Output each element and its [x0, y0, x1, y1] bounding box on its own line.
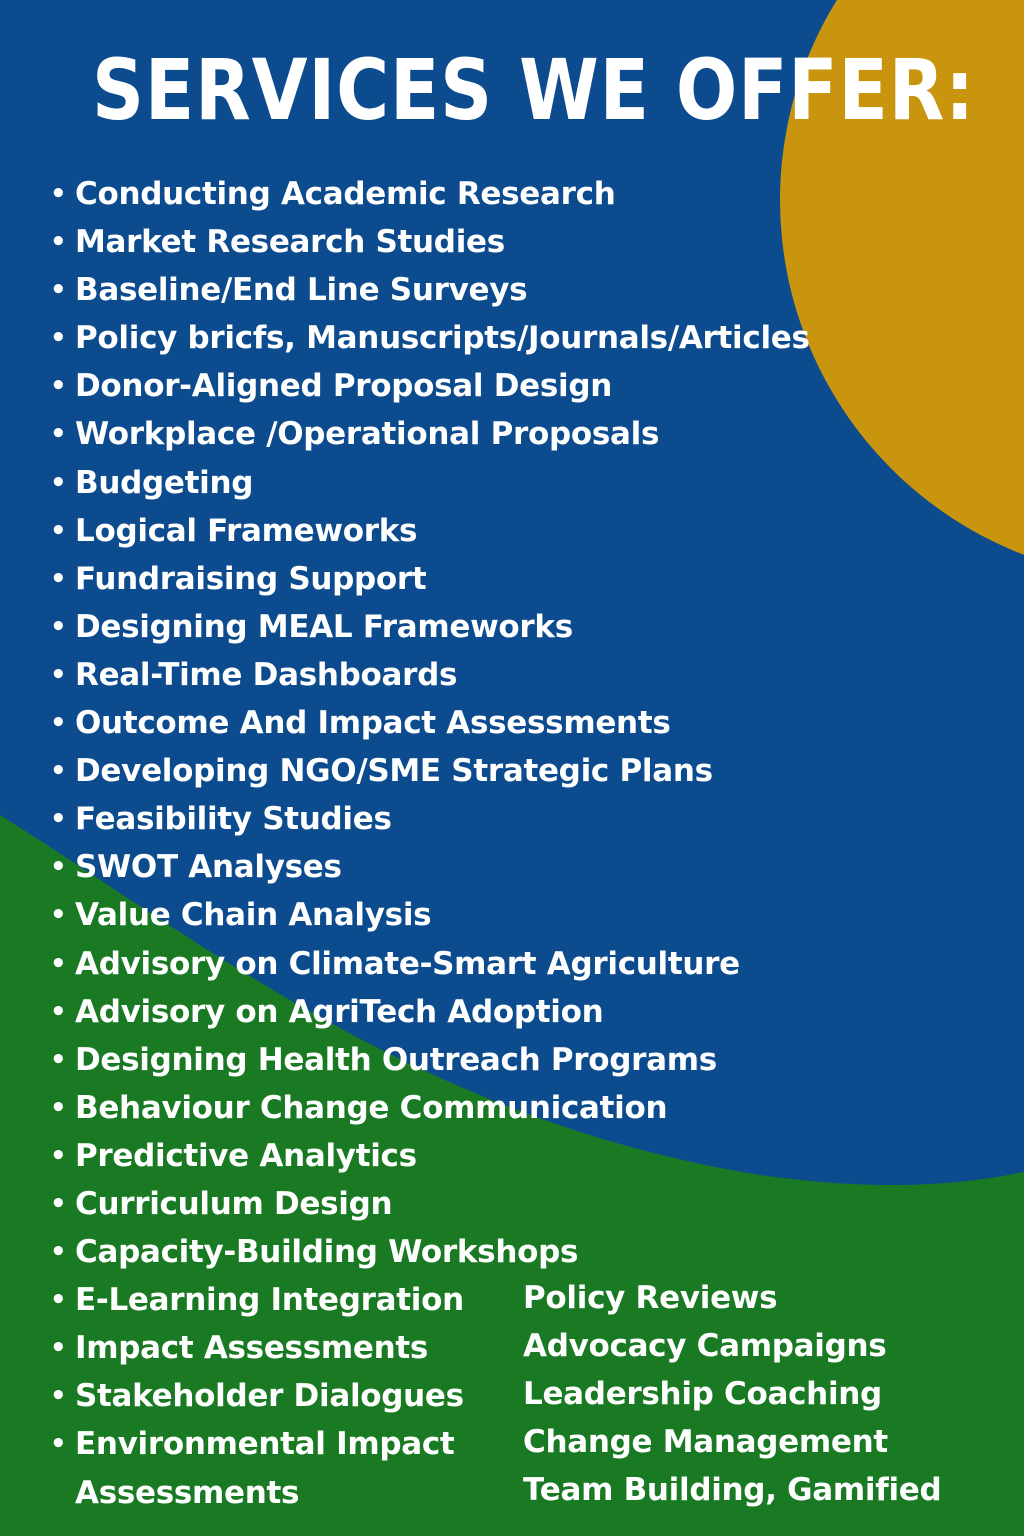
- list-item: • Stakeholder Dialogues: [48, 1372, 810, 1420]
- list-item: • Developing NGO/SME Strategic Plans: [48, 747, 810, 795]
- bullet-icon: •: [50, 563, 67, 594]
- list-item: • Policy bricfs, Manuscripts/Journals/Art…: [48, 314, 810, 362]
- list-item: • Capacity-Building Workshops: [48, 1228, 810, 1276]
- services-list-right: Policy Reviews Advocacy Campaigns Leader…: [523, 1274, 942, 1514]
- list-item: • Designing Health Outreach Programs: [48, 1036, 810, 1084]
- list-item: • Market Research Studies: [48, 218, 810, 266]
- bullet-icon: •: [50, 179, 67, 209]
- bullet-icon: •: [50, 852, 67, 883]
- list-item: • Donor-Aligned Proposal Design: [48, 362, 810, 410]
- bullet-icon: •: [50, 467, 67, 498]
- bullet-icon: •: [50, 1237, 67, 1268]
- bullet-icon: •: [50, 996, 67, 1027]
- gold-circle: [780, 0, 1024, 555]
- bullet-icon: •: [50, 371, 67, 402]
- bullet-icon: •: [50, 900, 67, 931]
- bullet-icon: •: [50, 1285, 67, 1316]
- list-item: • Feasibility Studies: [48, 795, 810, 843]
- bullet-icon: •: [50, 275, 67, 306]
- list-item: • Budgeting: [48, 459, 810, 507]
- list-item: Team Building, Gamified: [523, 1472, 942, 1509]
- list-item: • E-Learning Integration: [48, 1276, 810, 1324]
- list-item: Policy Reviews: [523, 1280, 778, 1316]
- list-item: • Impact Assessments: [48, 1324, 810, 1372]
- list-item: • Value Chain Analysis: [48, 891, 810, 939]
- bullet-icon: •: [50, 419, 67, 450]
- list-item: • Curriculum Design: [48, 1180, 810, 1228]
- list-item: Change Management: [523, 1424, 888, 1461]
- bullet-icon: •: [50, 1044, 67, 1075]
- bullet-icon: •: [50, 1429, 67, 1460]
- list-item: • SWOT Analyses: [48, 843, 810, 891]
- list-item: • Outcome And Impact Assessments: [48, 699, 810, 747]
- list-item: • Advisory on AgriTech Adoption: [48, 988, 810, 1036]
- bullet-icon: •: [50, 708, 67, 739]
- bullet-icon: •: [50, 227, 67, 258]
- bullet-icon: •: [50, 756, 67, 787]
- list-item: • Baseline/End Line Surveys: [48, 266, 810, 314]
- bullet-icon: •: [50, 804, 67, 835]
- list-item: • Advisory on Climate-Smart Agriculture: [48, 940, 810, 988]
- green-wave: [0, 815, 1024, 1536]
- list-item: • Behaviour Change Communication: [48, 1084, 810, 1132]
- list-item: • Predictive Analytics: [48, 1132, 810, 1180]
- list-item: • Environmental Impact: [48, 1420, 810, 1468]
- bullet-icon: •: [50, 659, 67, 690]
- list-item: • Logical Frameworks: [48, 507, 810, 555]
- list-item: • Designing MEAL Frameworks: [48, 603, 810, 651]
- list-item: • Conducting Academic Research: [48, 170, 810, 218]
- bullet-icon: •: [50, 1333, 67, 1364]
- list-item: • Real-Time Dashboards: [48, 651, 810, 699]
- list-item-continuation: Assessments: [75, 1474, 300, 1511]
- bullet-icon: •: [50, 323, 67, 354]
- list-item: • Fundraising Support: [48, 555, 810, 603]
- bullet-icon: •: [50, 948, 67, 979]
- bullet-icon: •: [50, 1188, 67, 1219]
- page-title: SERVICES WE OFFER:: [92, 41, 975, 139]
- bullet-icon: •: [50, 515, 67, 546]
- services-list-left: • Conducting Academic Research • Market Re…: [48, 170, 810, 1517]
- list-item: • Workplace /Operational Proposals: [48, 410, 810, 458]
- bullet-icon: •: [50, 611, 67, 642]
- bullet-icon: •: [50, 1381, 67, 1412]
- bullet-icon: •: [50, 1092, 67, 1123]
- list-item: Advocacy Campaigns: [523, 1328, 887, 1365]
- list-item: Leadership Coaching: [523, 1376, 882, 1413]
- bullet-icon: •: [50, 1140, 67, 1171]
